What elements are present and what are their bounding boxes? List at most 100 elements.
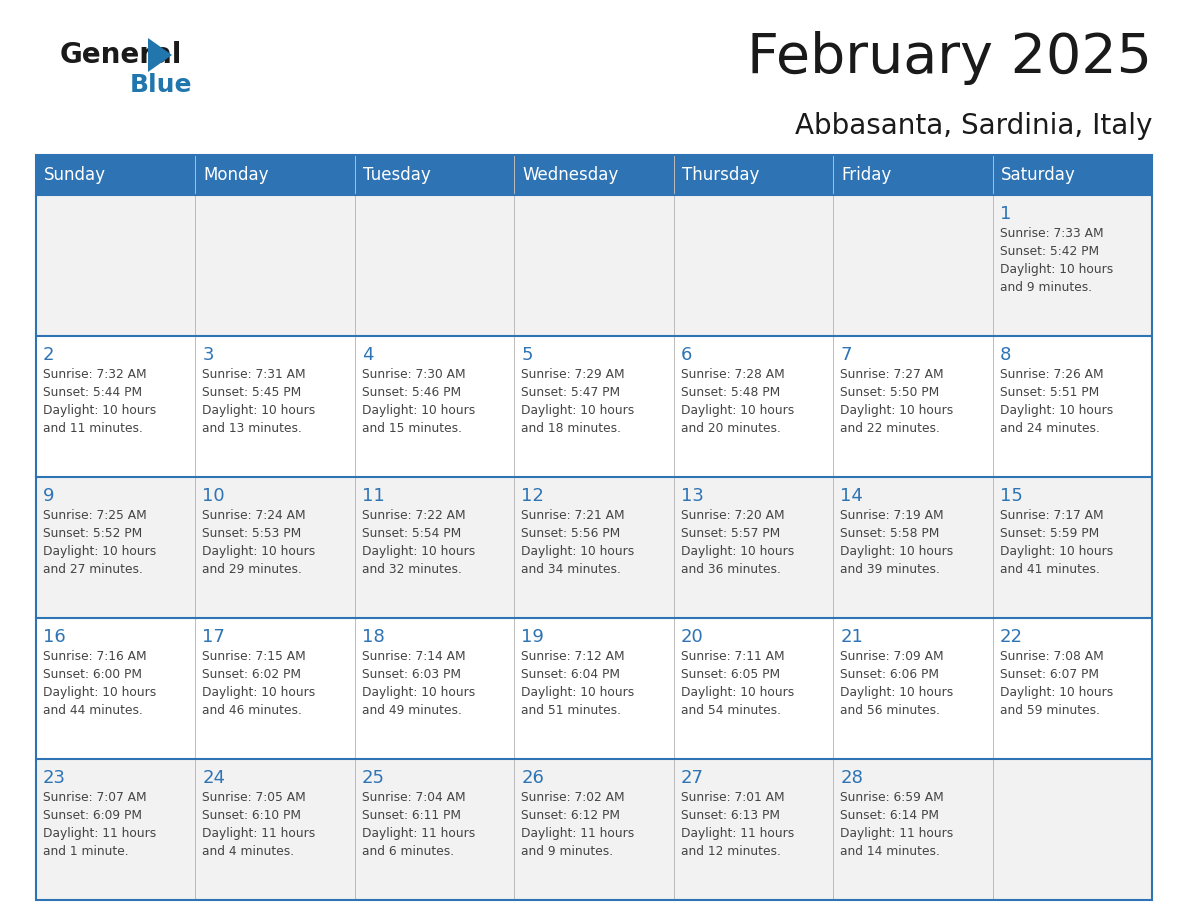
Text: Daylight: 10 hours: Daylight: 10 hours bbox=[999, 404, 1113, 417]
Text: Sunset: 5:51 PM: Sunset: 5:51 PM bbox=[999, 386, 1099, 399]
Text: Daylight: 10 hours: Daylight: 10 hours bbox=[681, 545, 794, 558]
Text: 26: 26 bbox=[522, 769, 544, 787]
Text: Sunrise: 7:12 AM: Sunrise: 7:12 AM bbox=[522, 650, 625, 663]
Bar bbox=[36, 155, 1152, 195]
Text: 19: 19 bbox=[522, 628, 544, 646]
Text: Sunset: 5:50 PM: Sunset: 5:50 PM bbox=[840, 386, 940, 399]
Text: and 49 minutes.: and 49 minutes. bbox=[362, 704, 462, 717]
Text: Daylight: 10 hours: Daylight: 10 hours bbox=[202, 545, 316, 558]
Text: Daylight: 10 hours: Daylight: 10 hours bbox=[43, 404, 157, 417]
Text: and 34 minutes.: and 34 minutes. bbox=[522, 563, 621, 576]
Text: Sunday: Sunday bbox=[44, 166, 106, 184]
Text: and 6 minutes.: and 6 minutes. bbox=[362, 845, 454, 858]
Text: Daylight: 10 hours: Daylight: 10 hours bbox=[362, 686, 475, 699]
Text: Daylight: 11 hours: Daylight: 11 hours bbox=[681, 827, 794, 840]
Text: Daylight: 10 hours: Daylight: 10 hours bbox=[522, 404, 634, 417]
Text: Daylight: 10 hours: Daylight: 10 hours bbox=[840, 686, 954, 699]
Text: Sunrise: 7:31 AM: Sunrise: 7:31 AM bbox=[202, 368, 307, 381]
Text: 28: 28 bbox=[840, 769, 862, 787]
Text: Thursday: Thursday bbox=[682, 166, 759, 184]
Text: Sunset: 5:46 PM: Sunset: 5:46 PM bbox=[362, 386, 461, 399]
Text: Sunset: 6:11 PM: Sunset: 6:11 PM bbox=[362, 809, 461, 822]
Text: and 13 minutes.: and 13 minutes. bbox=[202, 422, 302, 435]
Text: Sunset: 5:56 PM: Sunset: 5:56 PM bbox=[522, 527, 620, 540]
Text: Daylight: 11 hours: Daylight: 11 hours bbox=[522, 827, 634, 840]
Text: and 59 minutes.: and 59 minutes. bbox=[999, 704, 1100, 717]
Bar bbox=[36, 155, 1152, 900]
Text: Sunrise: 7:22 AM: Sunrise: 7:22 AM bbox=[362, 509, 466, 522]
Text: Sunrise: 7:30 AM: Sunrise: 7:30 AM bbox=[362, 368, 466, 381]
Text: Daylight: 11 hours: Daylight: 11 hours bbox=[202, 827, 316, 840]
Text: Daylight: 10 hours: Daylight: 10 hours bbox=[522, 686, 634, 699]
Text: Sunset: 5:57 PM: Sunset: 5:57 PM bbox=[681, 527, 781, 540]
Text: Daylight: 10 hours: Daylight: 10 hours bbox=[999, 545, 1113, 558]
Bar bbox=[36, 336, 1152, 477]
Text: and 39 minutes.: and 39 minutes. bbox=[840, 563, 940, 576]
Text: 23: 23 bbox=[43, 769, 67, 787]
Bar bbox=[36, 759, 1152, 900]
Text: and 12 minutes.: and 12 minutes. bbox=[681, 845, 781, 858]
Text: General: General bbox=[61, 41, 183, 69]
Text: 7: 7 bbox=[840, 346, 852, 364]
Text: Sunrise: 7:04 AM: Sunrise: 7:04 AM bbox=[362, 791, 466, 804]
Text: Sunset: 6:09 PM: Sunset: 6:09 PM bbox=[43, 809, 143, 822]
Text: Sunset: 6:04 PM: Sunset: 6:04 PM bbox=[522, 668, 620, 681]
Text: 6: 6 bbox=[681, 346, 693, 364]
Text: Daylight: 10 hours: Daylight: 10 hours bbox=[840, 545, 954, 558]
Text: and 54 minutes.: and 54 minutes. bbox=[681, 704, 781, 717]
Text: and 11 minutes.: and 11 minutes. bbox=[43, 422, 143, 435]
Text: Sunrise: 7:21 AM: Sunrise: 7:21 AM bbox=[522, 509, 625, 522]
Text: Sunrise: 7:24 AM: Sunrise: 7:24 AM bbox=[202, 509, 307, 522]
Text: 16: 16 bbox=[43, 628, 65, 646]
Bar bbox=[36, 195, 1152, 336]
Text: and 14 minutes.: and 14 minutes. bbox=[840, 845, 940, 858]
Text: and 29 minutes.: and 29 minutes. bbox=[202, 563, 302, 576]
Bar bbox=[36, 477, 1152, 618]
Text: Sunrise: 7:08 AM: Sunrise: 7:08 AM bbox=[999, 650, 1104, 663]
Text: Daylight: 11 hours: Daylight: 11 hours bbox=[362, 827, 475, 840]
Text: Sunrise: 7:20 AM: Sunrise: 7:20 AM bbox=[681, 509, 784, 522]
Text: Sunset: 5:48 PM: Sunset: 5:48 PM bbox=[681, 386, 781, 399]
Text: Daylight: 10 hours: Daylight: 10 hours bbox=[362, 404, 475, 417]
Text: and 20 minutes.: and 20 minutes. bbox=[681, 422, 781, 435]
Text: 12: 12 bbox=[522, 487, 544, 505]
Text: 5: 5 bbox=[522, 346, 532, 364]
Text: 3: 3 bbox=[202, 346, 214, 364]
Text: Daylight: 10 hours: Daylight: 10 hours bbox=[202, 686, 316, 699]
Text: Daylight: 10 hours: Daylight: 10 hours bbox=[999, 686, 1113, 699]
Text: 15: 15 bbox=[999, 487, 1023, 505]
Text: Sunset: 6:14 PM: Sunset: 6:14 PM bbox=[840, 809, 940, 822]
Text: 22: 22 bbox=[999, 628, 1023, 646]
Text: Sunset: 5:47 PM: Sunset: 5:47 PM bbox=[522, 386, 620, 399]
Text: Sunset: 5:58 PM: Sunset: 5:58 PM bbox=[840, 527, 940, 540]
Text: Sunset: 5:52 PM: Sunset: 5:52 PM bbox=[43, 527, 143, 540]
Text: 20: 20 bbox=[681, 628, 703, 646]
Text: 13: 13 bbox=[681, 487, 703, 505]
Text: Sunrise: 7:11 AM: Sunrise: 7:11 AM bbox=[681, 650, 784, 663]
Text: Daylight: 10 hours: Daylight: 10 hours bbox=[681, 686, 794, 699]
Text: February 2025: February 2025 bbox=[747, 31, 1152, 85]
Text: 27: 27 bbox=[681, 769, 703, 787]
Text: Friday: Friday bbox=[841, 166, 891, 184]
Text: Wednesday: Wednesday bbox=[523, 166, 619, 184]
Text: Sunrise: 7:17 AM: Sunrise: 7:17 AM bbox=[999, 509, 1104, 522]
Text: and 36 minutes.: and 36 minutes. bbox=[681, 563, 781, 576]
Text: Sunrise: 7:28 AM: Sunrise: 7:28 AM bbox=[681, 368, 784, 381]
Text: Sunrise: 7:27 AM: Sunrise: 7:27 AM bbox=[840, 368, 943, 381]
Text: and 32 minutes.: and 32 minutes. bbox=[362, 563, 462, 576]
Text: Sunset: 6:00 PM: Sunset: 6:00 PM bbox=[43, 668, 143, 681]
Text: Sunset: 5:59 PM: Sunset: 5:59 PM bbox=[999, 527, 1099, 540]
Text: Tuesday: Tuesday bbox=[362, 166, 430, 184]
Text: and 27 minutes.: and 27 minutes. bbox=[43, 563, 143, 576]
Text: Daylight: 10 hours: Daylight: 10 hours bbox=[43, 686, 157, 699]
Text: Sunset: 6:12 PM: Sunset: 6:12 PM bbox=[522, 809, 620, 822]
Text: and 56 minutes.: and 56 minutes. bbox=[840, 704, 940, 717]
Text: and 22 minutes.: and 22 minutes. bbox=[840, 422, 940, 435]
Text: Sunrise: 7:07 AM: Sunrise: 7:07 AM bbox=[43, 791, 146, 804]
Text: and 18 minutes.: and 18 minutes. bbox=[522, 422, 621, 435]
Text: Sunrise: 7:09 AM: Sunrise: 7:09 AM bbox=[840, 650, 943, 663]
Text: and 51 minutes.: and 51 minutes. bbox=[522, 704, 621, 717]
Text: 1: 1 bbox=[999, 205, 1011, 223]
Text: 17: 17 bbox=[202, 628, 226, 646]
Text: and 44 minutes.: and 44 minutes. bbox=[43, 704, 143, 717]
